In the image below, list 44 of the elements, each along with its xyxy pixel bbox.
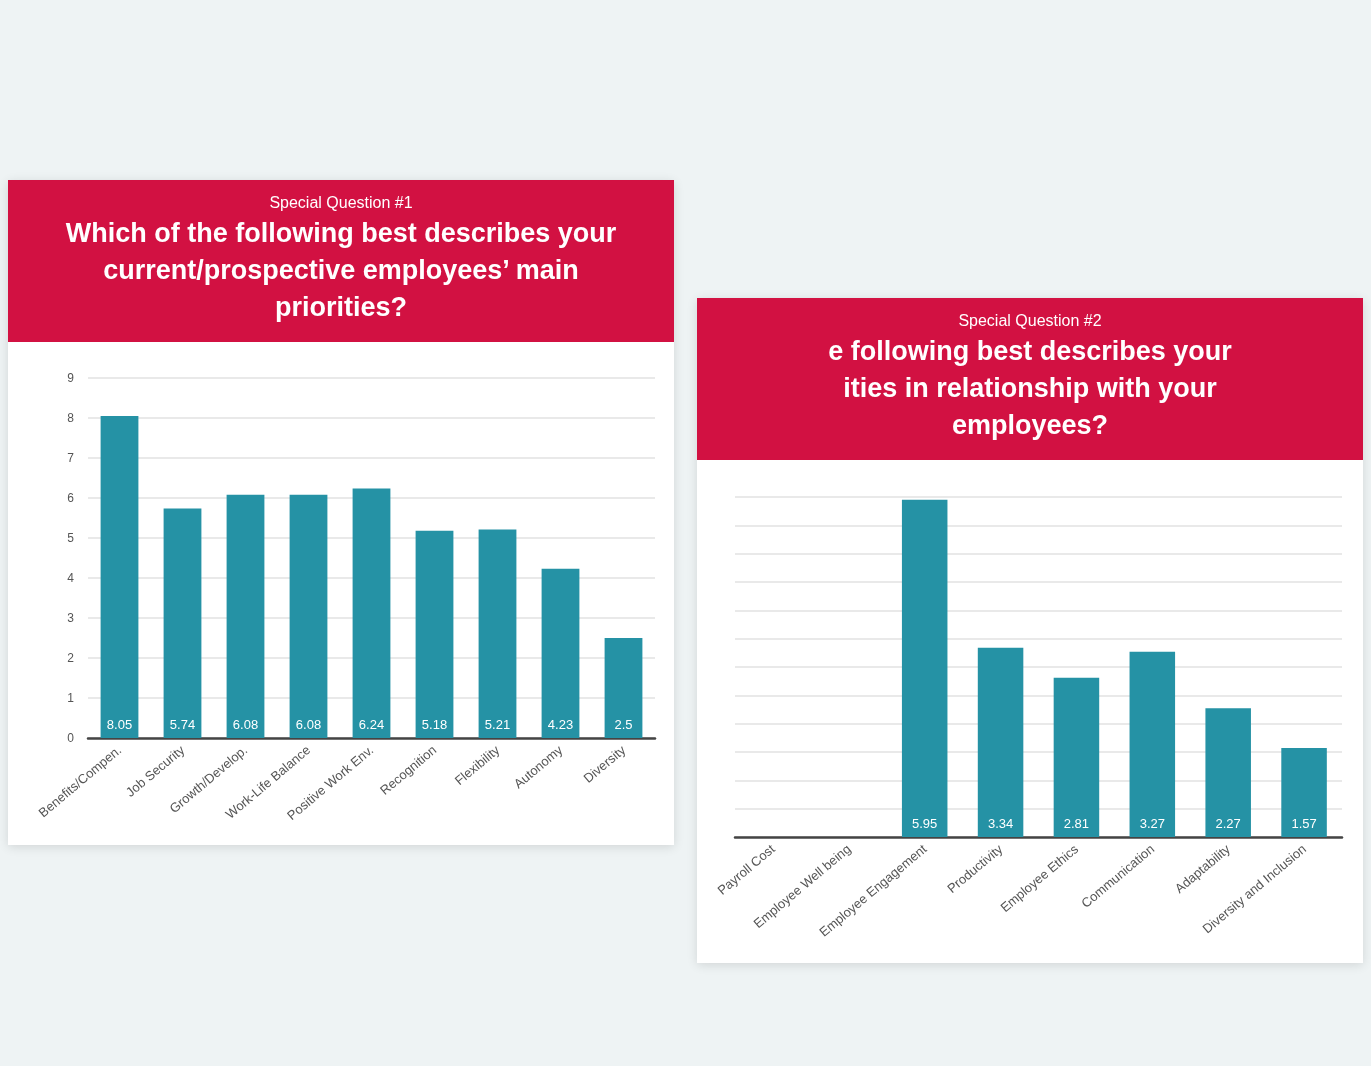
bar bbox=[604, 638, 643, 738]
data-label: 5.95 bbox=[912, 816, 938, 831]
y-tick-label: 8 bbox=[67, 411, 75, 425]
y-tick-label: 2 bbox=[67, 651, 75, 665]
bar bbox=[226, 494, 265, 738]
data-label: 5.74 bbox=[169, 717, 196, 732]
chart-title: e following best describes your ities in relationship with your employees? bbox=[827, 335, 1233, 442]
data-label: 4.23 bbox=[547, 717, 574, 732]
data-label: 3.27 bbox=[1139, 816, 1165, 831]
data-label: 2.81 bbox=[1063, 816, 1090, 831]
y-tick-label: 3 bbox=[67, 611, 75, 625]
chart-subtitle: Special Question #2 bbox=[957, 311, 1103, 331]
y-tick-label: 4 bbox=[67, 571, 75, 585]
y-tick-label: 5 bbox=[67, 531, 75, 545]
y-tick-label: 9 bbox=[67, 371, 75, 385]
chart-subtitle: Special Question #1 bbox=[268, 193, 414, 213]
bar bbox=[977, 647, 1024, 837]
bar bbox=[1281, 748, 1327, 837]
bar bbox=[541, 568, 580, 738]
data-label: 5.18 bbox=[421, 717, 448, 732]
bar bbox=[415, 530, 454, 738]
bar bbox=[1205, 708, 1251, 837]
bar bbox=[478, 529, 517, 738]
y-tick-label: 6 bbox=[67, 491, 75, 505]
bar bbox=[352, 488, 391, 738]
bar bbox=[901, 499, 948, 837]
data-label: 6.24 bbox=[358, 717, 385, 732]
bar bbox=[289, 494, 328, 738]
data-label: 8.05 bbox=[106, 717, 133, 732]
bar bbox=[100, 416, 139, 738]
data-label: 6.08 bbox=[232, 717, 259, 732]
data-label: 6.08 bbox=[295, 717, 322, 732]
data-label: 2.5 bbox=[614, 717, 633, 732]
data-label: 2.27 bbox=[1215, 816, 1241, 831]
bar bbox=[163, 508, 202, 738]
bar bbox=[1053, 677, 1100, 837]
data-label: 5.21 bbox=[484, 717, 511, 732]
data-label: 3.34 bbox=[987, 816, 1014, 831]
y-tick-label: 1 bbox=[67, 691, 75, 705]
bar bbox=[1129, 651, 1176, 837]
y-tick-label: 0 bbox=[67, 731, 75, 745]
y-tick-label: 7 bbox=[67, 451, 75, 465]
data-label: 1.57 bbox=[1291, 816, 1317, 831]
chart-title: Which of the following best describes your current/prospective employees’ main priorities? bbox=[64, 217, 618, 324]
